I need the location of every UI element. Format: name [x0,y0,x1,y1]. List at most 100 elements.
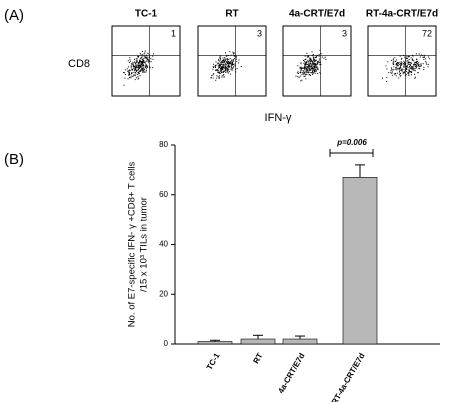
dot [309,65,311,67]
dot [215,61,217,63]
dot [413,67,415,69]
dot [314,64,316,66]
dot [143,61,145,63]
dot [219,72,221,74]
dot [230,54,232,56]
dot [131,75,133,77]
dot [395,75,397,77]
dot [301,67,303,69]
dot [139,70,141,72]
dot [319,61,321,63]
dot [408,61,410,63]
dot [408,59,410,61]
dot [138,62,140,64]
dot [144,71,146,73]
dot [147,56,149,58]
dot [129,73,131,75]
dot [405,68,407,70]
dot [213,73,215,75]
dot [304,55,306,57]
dot [423,69,425,71]
dot [223,59,225,61]
dot [312,59,314,61]
dot [124,74,126,76]
dot [406,66,408,68]
dot [415,65,417,67]
dot [413,65,415,67]
quadrant-percent: 72 [422,28,432,38]
dot [230,64,232,66]
dot [132,76,134,78]
dot [317,69,319,71]
dot [423,59,425,61]
dot [408,74,410,76]
dot [410,63,412,65]
dot [131,63,133,65]
dot [318,54,320,56]
dot [403,65,405,67]
dot [319,72,321,74]
dot [145,56,147,58]
dot [393,63,395,65]
dot [405,68,407,70]
dot [140,70,142,72]
dot [137,73,139,75]
dot [231,66,233,68]
dot [227,69,229,71]
dot [428,56,430,58]
dot [411,67,413,69]
dot [413,63,415,65]
dot [234,65,236,67]
dot [223,74,225,76]
dot [403,63,405,65]
dot [131,72,133,74]
dot [219,60,221,62]
dot [233,52,235,54]
dot [306,66,308,68]
dot [311,71,313,73]
quadrant-percent: 3 [342,28,347,38]
dot [147,59,149,61]
dot [226,62,228,64]
dot [316,62,318,64]
dot [400,65,402,67]
x-axis-label: IFN-γ [265,112,292,124]
dot [134,67,136,69]
dot [143,71,145,73]
dot [140,57,142,59]
dot [311,64,313,66]
dot [152,67,154,69]
dot [418,62,420,64]
dot [135,69,137,71]
dot [219,55,221,57]
dot [130,60,132,62]
plot-frame [282,25,352,97]
dot [219,62,221,64]
dot [390,72,392,74]
dot [137,56,139,58]
dot [306,73,308,75]
dot [313,58,315,60]
dot [315,68,317,70]
dot [306,67,308,69]
dot [135,58,137,60]
plot-frame [111,25,181,97]
dot [136,59,138,61]
dot [414,77,416,79]
dot [382,77,384,79]
dot [416,64,418,66]
dot [222,71,224,73]
dot [226,60,228,62]
dot [228,62,230,64]
x-tick-label: RT [251,351,264,365]
dot [419,65,421,67]
dot [405,64,407,66]
dot [131,68,133,70]
dot [221,66,223,68]
dot [142,66,144,68]
dot [227,58,229,60]
dot [138,73,140,75]
dot [311,65,313,67]
dot [308,65,310,67]
dot [319,58,321,60]
